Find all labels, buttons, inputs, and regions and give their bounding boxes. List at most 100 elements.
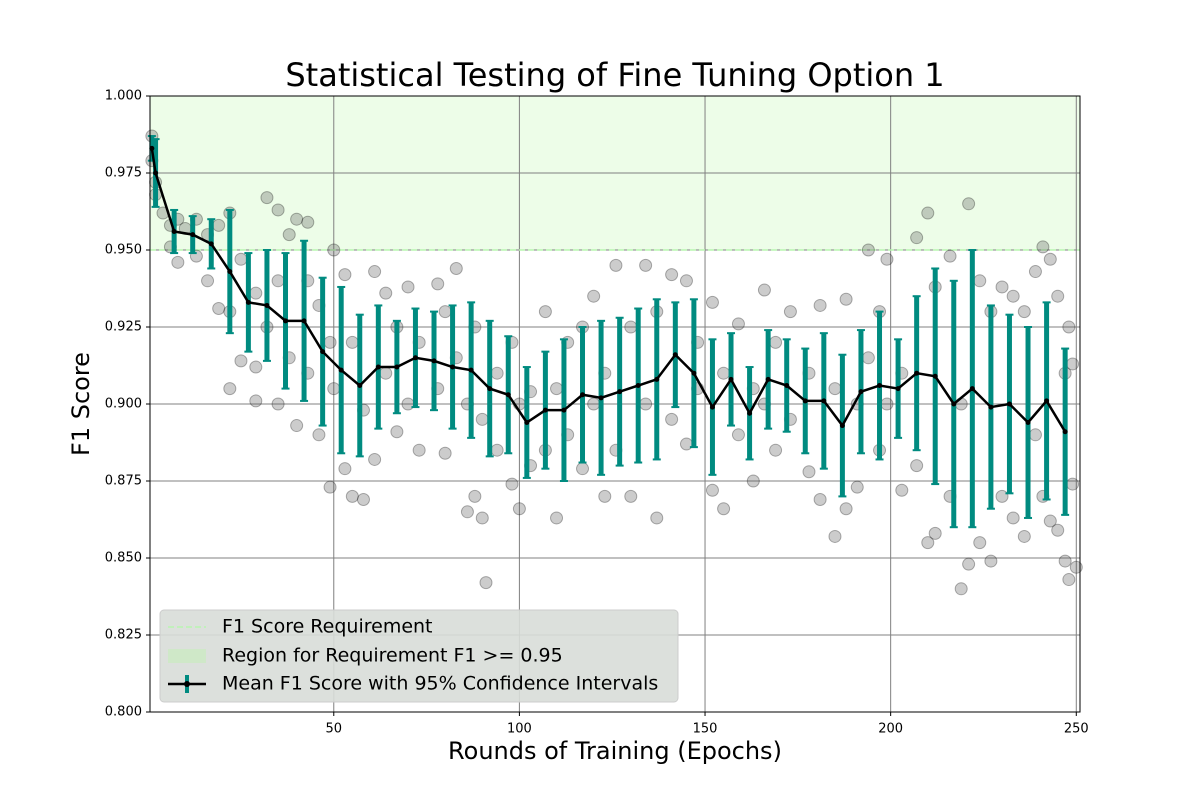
scatter-point xyxy=(679,437,693,451)
scatter-point xyxy=(880,252,894,266)
x-tick-label: 150 xyxy=(693,722,718,737)
scatter-point xyxy=(327,382,341,396)
scatter-point xyxy=(639,258,653,272)
plot-frame xyxy=(149,95,1081,713)
scatter-point xyxy=(954,582,968,596)
scatter-point xyxy=(828,382,842,396)
scatter-point xyxy=(731,428,745,442)
scatter-point xyxy=(839,292,853,306)
scatter-point xyxy=(260,191,274,205)
plot-area: 0.800 0.825 0.850 0.875 0.900 0.925 0.950 0.975… xyxy=(105,89,1089,737)
scatter-point xyxy=(249,286,263,300)
mean-point xyxy=(951,401,957,407)
x-tick-label: 50 xyxy=(325,722,342,737)
scatter-point xyxy=(1058,554,1072,568)
scatter-point xyxy=(271,274,285,288)
mean-point xyxy=(914,370,920,376)
mean-point xyxy=(561,407,567,413)
mean-point xyxy=(431,358,437,364)
scatter-point xyxy=(323,480,337,494)
scatter-point xyxy=(1028,428,1042,442)
mean-point xyxy=(149,145,155,151)
y-tick-label: 0.900 xyxy=(105,397,142,412)
scatter-point xyxy=(550,382,564,396)
scatter-point xyxy=(301,215,315,229)
scatter-point xyxy=(1043,514,1057,528)
legend-label: F1 Score Requirement xyxy=(222,616,433,638)
scatter-point xyxy=(460,505,474,519)
scatter-point xyxy=(390,425,404,439)
scatter-point xyxy=(802,465,816,479)
scatter-point xyxy=(587,289,601,303)
x-tick-label: 100 xyxy=(507,722,532,737)
scatter-point xyxy=(438,446,452,460)
scatter-point xyxy=(290,419,304,433)
scatter-point xyxy=(769,335,783,349)
scatter-point xyxy=(290,212,304,226)
scatter-point xyxy=(282,228,296,242)
scatter-point xyxy=(1062,320,1076,334)
scatter-point xyxy=(880,397,894,411)
mean-point xyxy=(283,318,289,324)
y-tick-label: 0.925 xyxy=(105,320,142,335)
scatter-point xyxy=(1017,529,1031,543)
mean-point xyxy=(895,386,901,392)
scatter-point xyxy=(338,462,352,476)
mean-point xyxy=(821,398,827,404)
scatter-point xyxy=(338,268,352,282)
y-tick-label: 0.825 xyxy=(105,628,142,643)
scatter-point xyxy=(705,483,719,497)
mean-point xyxy=(654,376,660,382)
scatter-point xyxy=(943,249,957,263)
mean-point xyxy=(468,367,474,373)
scatter-point xyxy=(1028,265,1042,279)
scatter-point xyxy=(475,412,489,426)
mean-point xyxy=(932,373,938,379)
mean-point xyxy=(617,389,623,395)
scatter-point xyxy=(1069,560,1083,574)
mean-point xyxy=(505,392,511,398)
mean-point xyxy=(1006,401,1012,407)
scatter-point xyxy=(368,265,382,279)
mean-point xyxy=(171,229,177,235)
chart-title: Statistical Testing of Fine Tuning Optio… xyxy=(285,56,944,94)
mean-point xyxy=(338,367,344,373)
scatter-point xyxy=(512,502,526,516)
mean-point xyxy=(728,376,734,382)
scatter-point xyxy=(356,492,370,506)
scatter-point xyxy=(813,298,827,312)
mean-point xyxy=(1044,398,1050,404)
scatter-point xyxy=(468,489,482,503)
scatter-point xyxy=(1066,357,1080,371)
mean-point xyxy=(320,349,326,355)
scatter-point xyxy=(490,443,504,457)
scatter-point xyxy=(746,474,760,488)
scatter-point xyxy=(769,443,783,457)
scatter-point xyxy=(928,526,942,540)
mean-point xyxy=(487,386,493,392)
mean-point xyxy=(357,383,363,389)
scatter-point xyxy=(587,397,601,411)
scatter-point xyxy=(861,243,875,257)
scatter-point xyxy=(550,511,564,525)
mean-point xyxy=(245,299,251,305)
mean-point xyxy=(412,355,418,361)
scatter-point xyxy=(271,397,285,411)
mean-point xyxy=(747,410,753,416)
legend-label: Region for Requirement F1 >= 0.95 xyxy=(222,645,563,667)
scatter-point xyxy=(639,397,653,411)
scatter-point xyxy=(345,335,359,349)
scatter-point xyxy=(249,394,263,408)
mean-point xyxy=(858,389,864,395)
mean-point xyxy=(227,269,233,275)
scatter-point xyxy=(1006,511,1020,525)
scatter-point xyxy=(650,511,664,525)
mean-point xyxy=(394,364,400,370)
scatter-point xyxy=(717,366,731,380)
scatter-point xyxy=(412,443,426,457)
legend-swatch xyxy=(184,681,190,687)
scatter-point xyxy=(1051,523,1065,537)
scatter-point xyxy=(783,305,797,319)
mean-point xyxy=(190,232,196,238)
scatter-point xyxy=(995,489,1009,503)
